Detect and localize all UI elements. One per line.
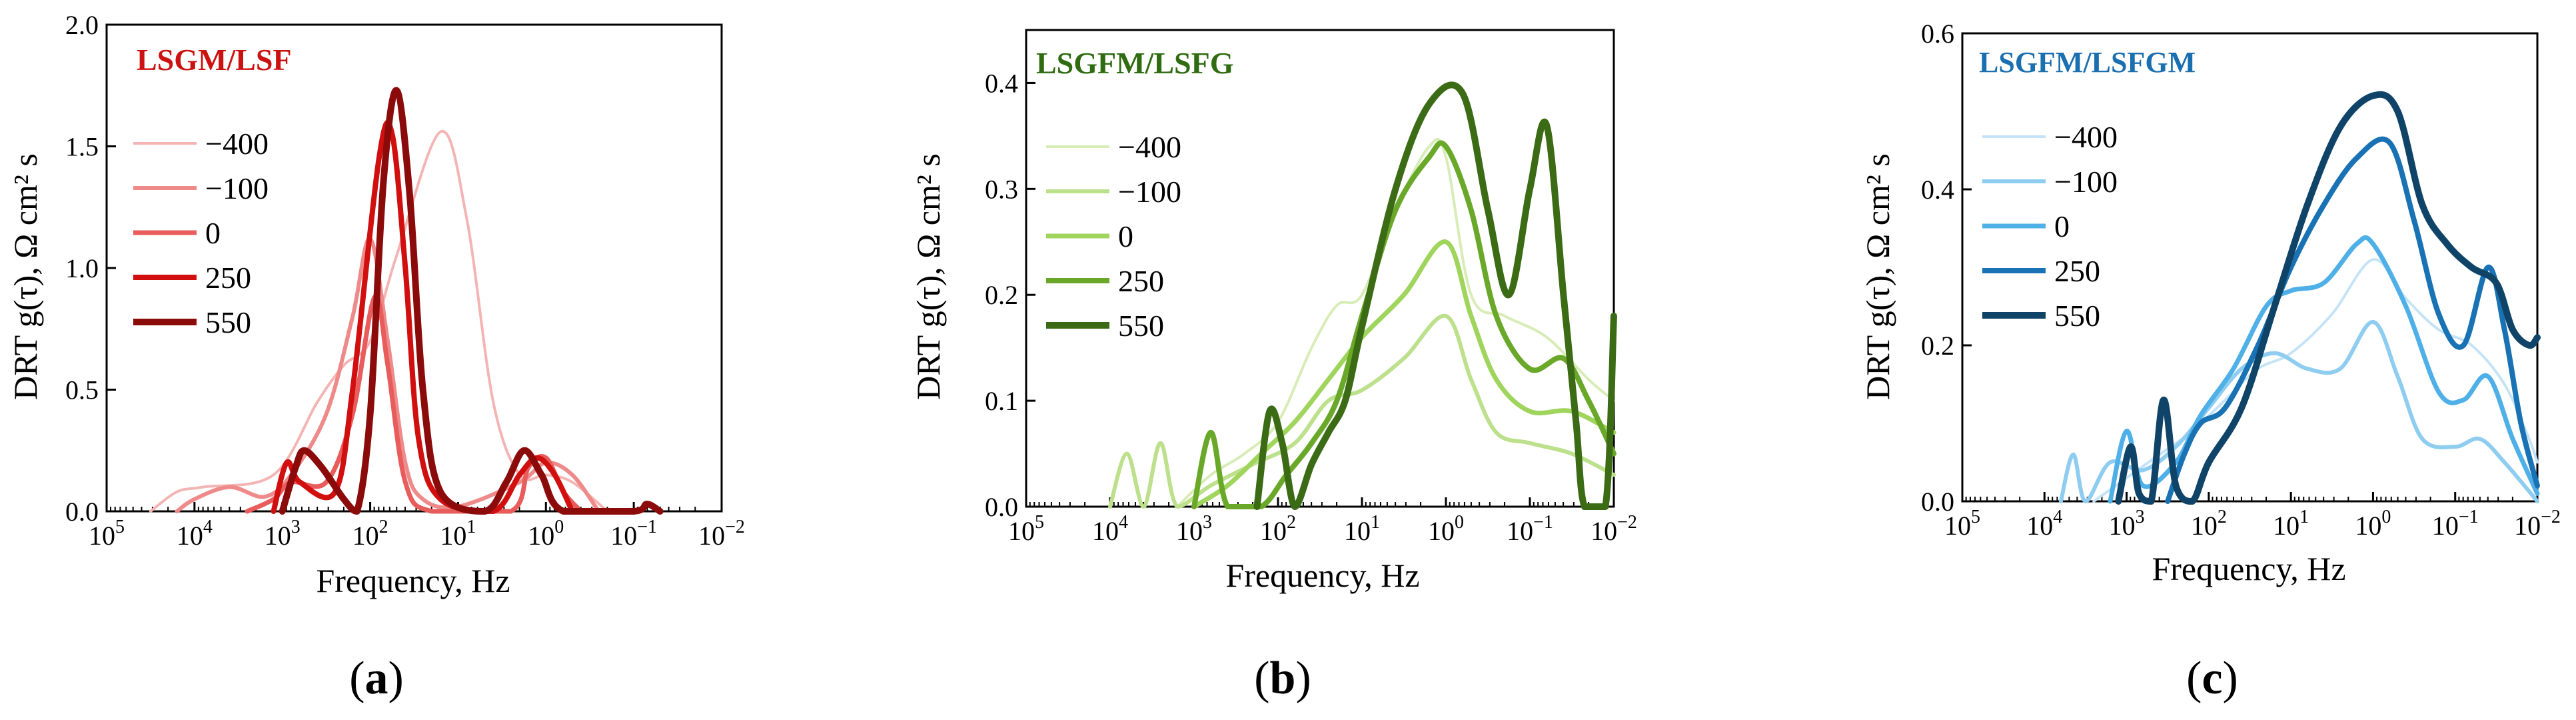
panel-letter: c: [2202, 653, 2222, 704]
y-tick-label: 0.3: [985, 174, 1018, 204]
y-tick-label: 1.5: [65, 132, 99, 162]
x-tick-label: 105: [1944, 507, 1980, 541]
series-line-4: [279, 87, 664, 515]
legend-label: 250: [1118, 264, 1164, 298]
panel-label: (b): [1254, 653, 1311, 704]
x-tick-label: 104: [2026, 507, 2062, 541]
chart-panel-a: LSGM/LSF DRT g(τ), Ω cm² s Frequency, Hz…: [7, 10, 745, 704]
legend-label: −100: [205, 171, 269, 205]
legend-label: −400: [2054, 120, 2118, 154]
x-tick-label: 102: [352, 517, 388, 551]
x-tick-label: 10−2: [1591, 512, 1637, 546]
chart-title: LSGM/LSF: [137, 43, 292, 77]
series-line-3: [271, 119, 575, 514]
series-line-4: [1253, 81, 1617, 511]
x-tick-label: 104: [1092, 512, 1128, 546]
x-tick-label: 10−2: [698, 517, 745, 551]
plot-frame: [1961, 32, 2539, 503]
y-tick-label: 0.0: [65, 497, 99, 527]
legend-label: −400: [205, 127, 269, 161]
series-line-1: [2058, 319, 2539, 503]
legend-label: 0: [1118, 219, 1133, 253]
y-tick-label: 0.4: [985, 68, 1018, 98]
x-tick-label: 102: [1260, 512, 1296, 546]
y-tick-label: 0.6: [1921, 19, 1954, 49]
x-axis-label: Frequency, Hz: [2152, 550, 2345, 587]
x-tick-label: 10−1: [610, 517, 657, 551]
x-tick-label: 10−1: [1507, 512, 1553, 546]
y-tick-label: 0.0: [1921, 487, 1954, 517]
series-line-2: [2108, 235, 2540, 504]
legend-label: 550: [1118, 309, 1164, 343]
legend-label: 0: [205, 216, 221, 250]
legend-label: −400: [1118, 130, 1181, 164]
series-line-3: [2165, 136, 2540, 504]
x-tick-label: 101: [2273, 507, 2309, 541]
series-line-1: [1108, 313, 1616, 509]
y-axis-label: DRT g(τ), Ω cm² s: [910, 153, 947, 400]
y-tick-label: 2.0: [65, 10, 99, 40]
legend-label: −100: [1118, 175, 1181, 209]
legend-label: 550: [2054, 299, 2100, 333]
chart-title: LSGFM/LSFG: [1036, 46, 1233, 80]
x-tick-label: 102: [2191, 507, 2227, 541]
y-axis-label: DRT g(τ), Ω cm² s: [7, 153, 44, 400]
x-axis-label: Frequency, Hz: [1225, 557, 1419, 594]
legend-label: −100: [2054, 165, 2118, 199]
x-tick-label: 10−2: [2514, 507, 2561, 541]
x-axis-label: Frequency, Hz: [316, 562, 510, 599]
x-tick-label: 101: [440, 517, 476, 551]
x-tick-label: 104: [177, 517, 213, 551]
x-tick-label: 105: [1008, 512, 1044, 546]
legend-label: 250: [2054, 254, 2100, 288]
panel-label: (a): [349, 653, 404, 704]
x-tick-label: 103: [1176, 512, 1212, 546]
y-tick-label: 0.0: [985, 492, 1018, 522]
series-line-3: [1191, 140, 1616, 510]
panel-letter: b: [1270, 653, 1296, 704]
y-tick-label: 0.2: [985, 280, 1018, 310]
x-tick-label: 100: [528, 517, 564, 551]
y-tick-label: 1.0: [65, 253, 99, 283]
chart-title: LSGFM/LSFGM: [1979, 46, 2196, 79]
x-tick-label: 100: [2355, 507, 2391, 541]
x-tick-label: 10−1: [2432, 507, 2479, 541]
chart-panel-c: LSGFM/LSFGM DRT g(τ), Ω cm² s Frequency,…: [1859, 19, 2561, 704]
legend-label: 250: [205, 261, 251, 295]
legend-label: 0: [2054, 209, 2070, 243]
plot-frame: [1025, 29, 1615, 508]
x-tick-label: 103: [2109, 507, 2145, 541]
series-line-4: [2115, 91, 2541, 505]
x-tick-label: 105: [89, 517, 125, 551]
x-tick-label: 101: [1344, 512, 1380, 546]
panel-label: (c): [2186, 653, 2238, 704]
chart-panel-b: LSGFM/LSFG DRT g(τ), Ω cm² s Frequency, …: [910, 29, 1637, 704]
y-tick-label: 0.1: [985, 386, 1018, 416]
y-axis-label: DRT g(τ), Ω cm² s: [1859, 153, 1896, 400]
y-tick-label: 0.4: [1921, 175, 1954, 205]
panel-letter: a: [365, 653, 388, 704]
legend-label: 550: [205, 305, 251, 339]
x-tick-label: 103: [265, 517, 301, 551]
y-tick-label: 0.5: [65, 375, 99, 405]
x-tick-label: 100: [1428, 512, 1464, 546]
y-tick-label: 0.2: [1921, 331, 1954, 361]
